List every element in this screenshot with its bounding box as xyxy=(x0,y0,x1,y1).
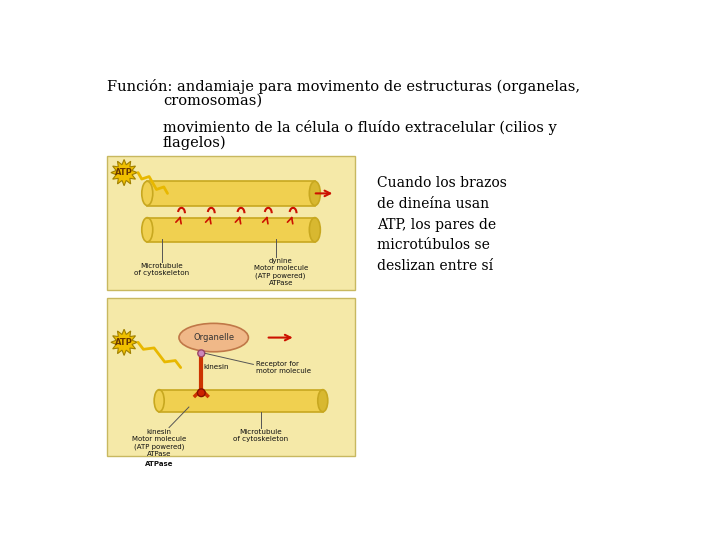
Text: cromosomas): cromosomas) xyxy=(163,94,262,108)
Bar xyxy=(107,156,355,291)
Text: Microtubule
of cytoskeleton: Microtubule of cytoskeleton xyxy=(134,264,189,276)
Text: flagelos): flagelos) xyxy=(163,136,227,150)
Ellipse shape xyxy=(142,181,153,206)
Polygon shape xyxy=(111,159,138,186)
Polygon shape xyxy=(111,329,138,355)
Bar xyxy=(148,218,315,242)
Text: Cuando los brazos
de dineína usan
ATP, los pares de
microtúbulos se
deslizan ent: Cuando los brazos de dineína usan ATP, l… xyxy=(377,177,507,273)
Ellipse shape xyxy=(310,218,320,242)
Text: movimiento de la célula o fluído extracelular (cilios y: movimiento de la célula o fluído extrace… xyxy=(163,120,557,135)
Text: kinesin
Motor molecule
(ATP powered)
ATPase: kinesin Motor molecule (ATP powered) ATP… xyxy=(132,429,186,457)
Text: Organelle: Organelle xyxy=(193,333,234,342)
Ellipse shape xyxy=(179,323,248,352)
Text: Función: andamiaje para movimento de estructuras (organelas,: Función: andamiaje para movimento de est… xyxy=(107,79,580,93)
Ellipse shape xyxy=(197,389,205,396)
Bar xyxy=(107,298,355,456)
Text: Receptor for
motor molecule: Receptor for motor molecule xyxy=(256,361,311,374)
Bar xyxy=(159,390,323,412)
Bar xyxy=(148,181,315,206)
Text: ATP: ATP xyxy=(115,168,133,177)
Text: Microtubule
of cytoskeleton: Microtubule of cytoskeleton xyxy=(233,429,289,442)
Text: ATPase: ATPase xyxy=(145,462,174,468)
Ellipse shape xyxy=(142,218,153,242)
Ellipse shape xyxy=(318,390,328,412)
Ellipse shape xyxy=(310,181,320,206)
Text: kinesin: kinesin xyxy=(204,364,229,370)
Ellipse shape xyxy=(198,350,204,357)
Ellipse shape xyxy=(154,390,164,412)
Text: ATP: ATP xyxy=(115,338,133,347)
Text: dynine
Motor molecule
(ATP powered)
ATPase: dynine Motor molecule (ATP powered) ATPa… xyxy=(253,258,307,286)
